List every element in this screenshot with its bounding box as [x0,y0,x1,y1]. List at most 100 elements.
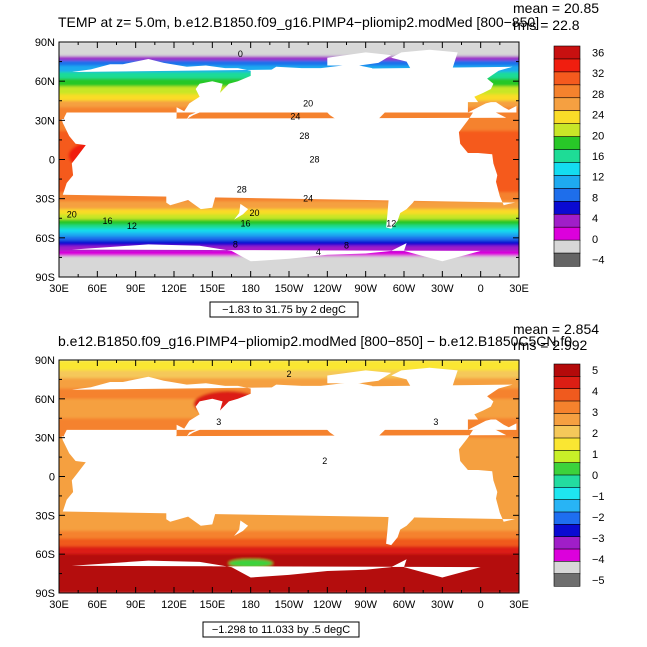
anom-band [59,530,519,540]
colorbar-swatch [553,97,581,112]
colorbar-label: 2 [592,428,598,440]
colorbar-label: 16 [592,151,604,163]
temp-band [59,240,519,247]
colorbar-swatch [553,110,581,125]
y-tick-label: 30S [35,194,55,206]
panel-top-continents [61,49,517,277]
colorbar-swatch [553,71,581,86]
colorbar-swatch [553,425,581,439]
y-tick-label: 60S [35,549,55,561]
continent-newGuinea [188,160,213,173]
y-tick-label: 60N [35,394,55,406]
y-tick-label: 90N [35,355,55,367]
colorbar-swatch [553,474,581,488]
x-tick-label: 150W [275,599,304,611]
panel-top-colorbar: 36 32 28 24 20 16 12 8 4 0 −4 [553,45,605,267]
continent-arcticIslands [327,52,392,66]
colorbar-swatch [553,573,581,587]
colorbar-label: −5 [592,575,605,587]
colorbar-label: −4 [592,255,605,267]
panel-top: TEMP at z= 5.0m, b.e12.B1850.f09_g16.PIM… [35,0,605,318]
colorbar-swatch [553,462,581,476]
colorbar-label: −1 [592,491,605,503]
continent-madagascar [75,175,85,193]
colorbar-label: 4 [592,213,598,225]
anom-band [59,546,519,555]
colorbar-label: −4 [592,554,605,566]
continent-sumatra [142,153,157,168]
panel-top-title: TEMP at z= 5.0m, b.e12.B1850.f09_g16.PIM… [58,14,539,30]
colorbar-swatch [553,413,581,427]
y-tick-label: 30S [35,510,55,522]
continent-antarctica [71,559,481,593]
colorbar-swatch [553,226,581,241]
colorbar-swatch [553,400,581,414]
contour-label: 20 [67,209,77,219]
panel-bottom-contour-labels: 2 3 2 3 [216,369,438,466]
continent-australia [166,173,217,210]
colorbar-label: 20 [592,130,604,142]
x-tick-label: 90E [126,599,146,611]
colorbar-swatch [553,162,581,177]
continent-arcticIslands [327,370,392,384]
continent-australia [166,490,217,526]
continent-greenland [391,367,458,399]
continent-africa [61,428,516,522]
colorbar-swatch [553,376,581,390]
continent-indonesiaBorneo [159,150,173,165]
x-tick-label: 180 [241,599,259,611]
colorbar-label: 24 [592,110,604,122]
continent-madagascar [75,492,85,509]
continent-uk [473,401,482,412]
panel-top-y-ticks: 90N 60N 30N 0 30S 60S 90S [35,37,519,284]
contour-label: 3 [216,417,221,427]
colorbar-swatch [553,136,581,151]
continent-newGuinea [188,477,213,490]
contour-label: 24 [303,194,313,204]
colorbar-label: −3 [592,533,605,545]
anom-band [59,538,519,547]
x-tick-label: 120E [161,599,187,611]
panel-bottom-info-box: −1.298 to 11.033 by .5 degC [202,621,360,638]
temp-band [59,60,519,66]
panel-bottom-rms: rms = 2.992 [513,337,588,353]
colorbar-label: 3 [592,407,598,419]
colorbar-swatch [553,239,581,254]
x-tick-label: 60E [88,283,108,295]
continent-uk [473,83,482,95]
x-tick-label: 150W [275,283,304,295]
contour-label: 28 [299,131,309,141]
y-tick-label: 60S [35,233,55,245]
colorbar-swatch [553,200,581,215]
contour-label: 2 [322,456,327,466]
x-tick-label: 60W [393,599,416,611]
contour-label: 8 [233,239,238,249]
colorbar-label: 12 [592,172,604,184]
colorbar-label: 0 [592,470,598,482]
temp-band [59,56,519,61]
anom-band [59,370,519,379]
anom-band [59,521,519,532]
colorbar-swatch [553,548,581,562]
panel-bottom-map [59,360,519,593]
contour-label: 12 [386,218,396,228]
contour-label: 3 [433,417,438,427]
x-tick-label: 120W [313,599,342,611]
contour-label: 12 [127,221,137,231]
panel-bottom: b.e12.B1850.f09_g16.PIMP4−pliomip2.modMe… [35,321,605,638]
continent-antarctica [71,243,481,277]
x-tick-label: 30W [431,599,454,611]
continent-eurasia [64,376,517,467]
temp-band [59,224,519,230]
x-tick-label: 150E [199,599,225,611]
continent-nz [234,520,249,536]
colorbar-swatch [553,450,581,464]
contour-label: 28 [237,185,247,195]
colorbar-label: 1 [592,449,598,461]
panel-bottom-x-ticks: 30E 60E 90E 120E 150E 180 150W 120W 90W 60W 30W 0 30… [49,360,529,611]
colorbar-label: 4 [592,386,598,398]
x-tick-label: 150E [199,283,225,295]
continent-nz [234,203,249,220]
